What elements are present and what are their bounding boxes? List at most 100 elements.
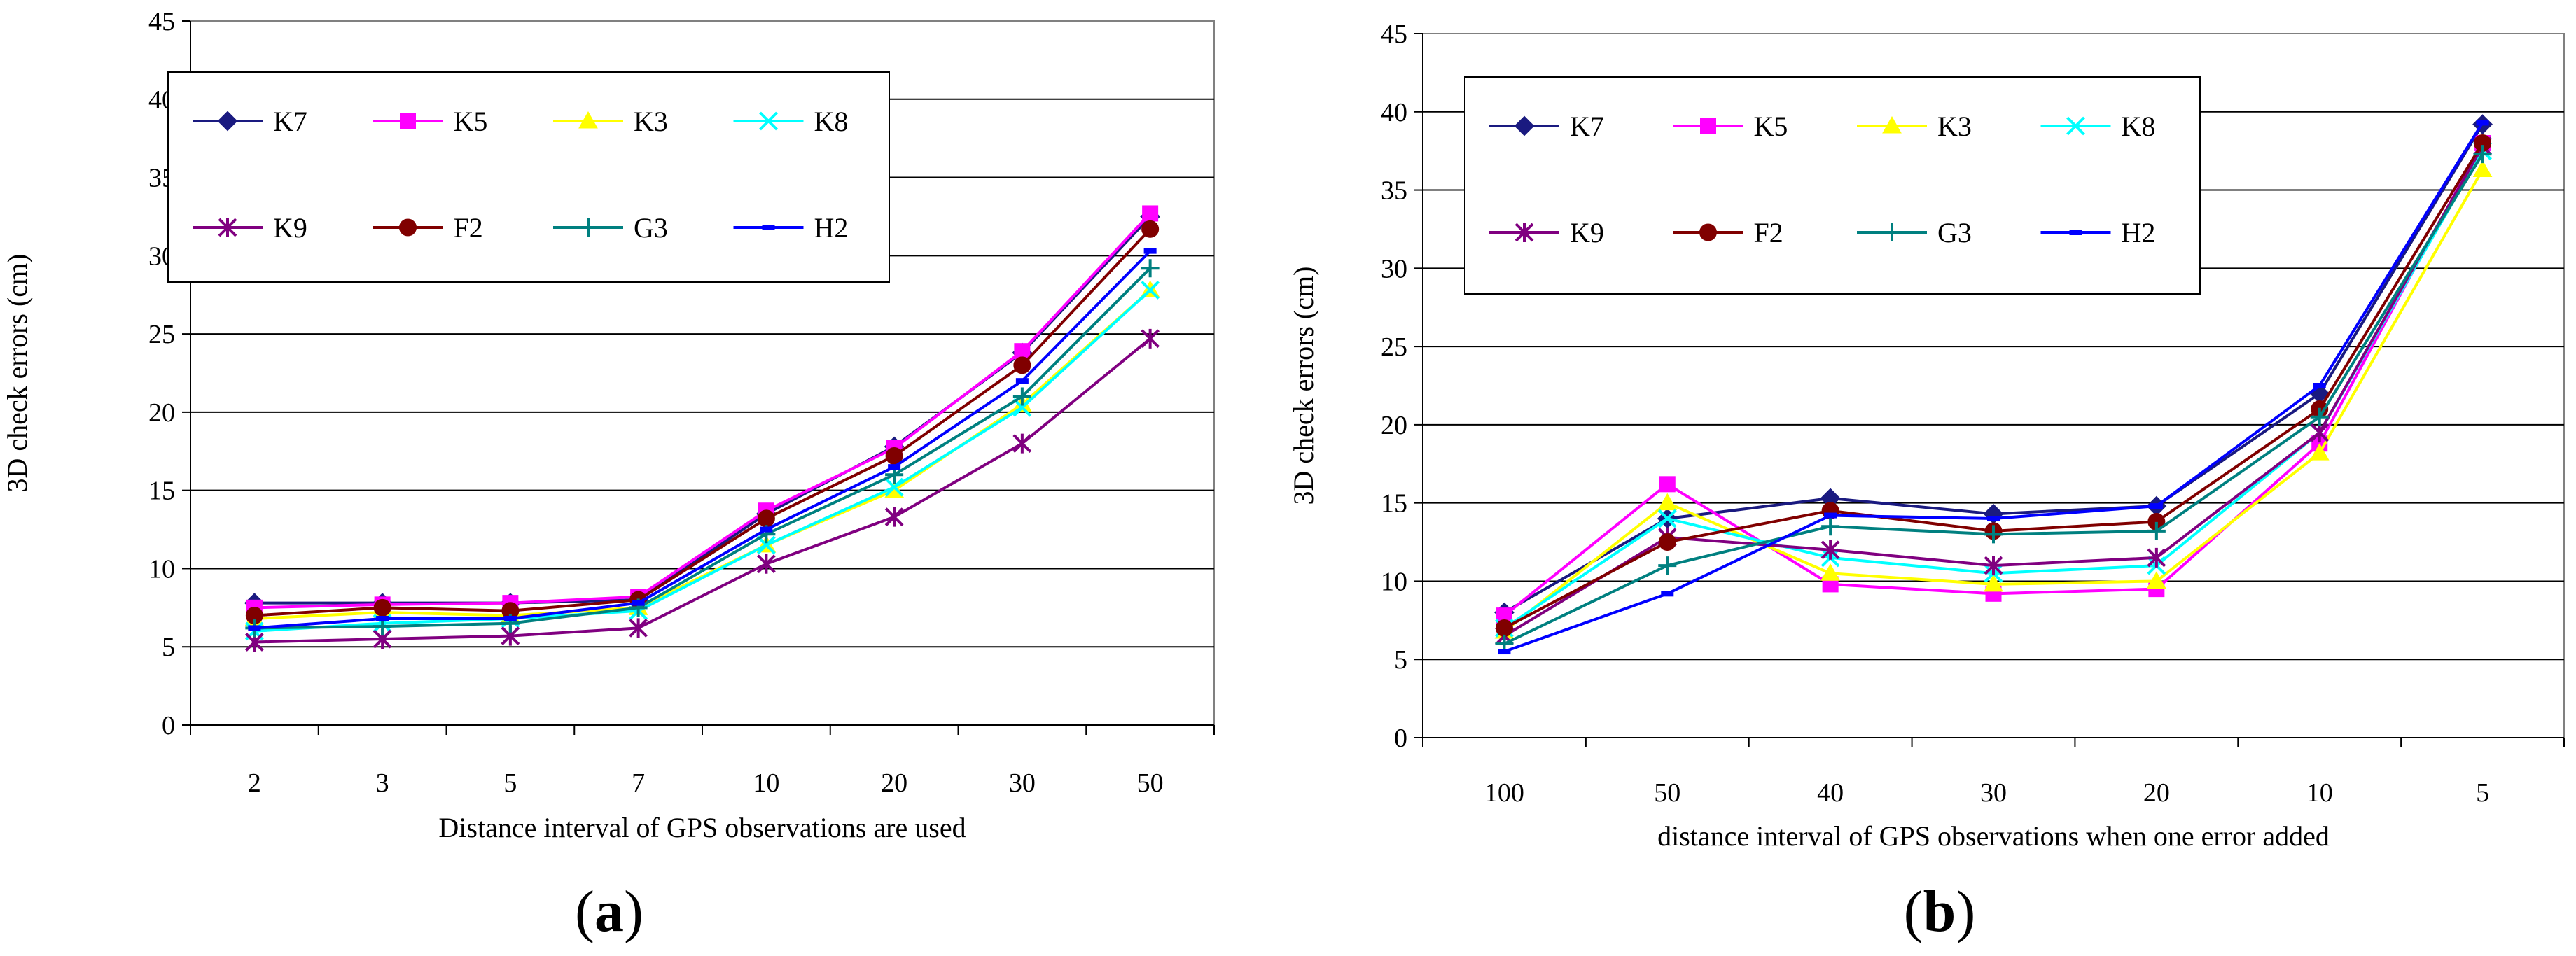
data-point-K9 <box>629 618 648 638</box>
legend-label: G3 <box>1937 217 1972 248</box>
data-point-H2 <box>1824 512 1837 519</box>
legend-swatch-marker <box>1700 118 1716 134</box>
legend-swatch-marker <box>218 218 237 237</box>
legend-entry-F2: F2 <box>373 212 483 244</box>
panel-label-open: ( <box>575 879 594 944</box>
y-tick-label: 0 <box>162 711 175 740</box>
data-point-K9 <box>756 554 776 574</box>
legend-swatch-marker <box>1883 223 1901 241</box>
data-point-F2 <box>757 509 775 528</box>
series-H2 <box>1498 120 2489 655</box>
data-point-G3 <box>2310 407 2329 426</box>
series-line-K5 <box>254 212 1152 610</box>
legend-entry-K5: K5 <box>1673 111 1788 142</box>
legend-entry-K7: K7 <box>1489 111 1604 142</box>
y-tick-label: 45 <box>1381 20 1407 49</box>
legend-label: K7 <box>1570 111 1604 142</box>
legend-entry-K7: K7 <box>193 106 307 137</box>
data-point-F2 <box>1658 533 1676 551</box>
legend-entry-K8: K8 <box>733 106 849 137</box>
series-line-K8 <box>254 289 1151 633</box>
legend-swatch-marker <box>2069 230 2082 235</box>
legend-entry-H2: H2 <box>2040 217 2156 248</box>
legend-entry-K3: K3 <box>553 106 668 137</box>
data-point-K3 <box>2472 160 2493 177</box>
data-point-K9 <box>2310 423 2330 443</box>
data-point-K3 <box>1657 493 1678 511</box>
legend-label: K3 <box>634 106 668 137</box>
data-point-F2 <box>1141 220 1160 238</box>
data-point-H2 <box>2313 383 2326 388</box>
y-tick-label: 40 <box>1381 98 1407 127</box>
legend: K7 K5 K3 K8 K9 F2 G3 H2 <box>1464 76 2201 295</box>
y-tick-label: 10 <box>1381 567 1407 596</box>
legend-swatch-marker <box>578 111 598 129</box>
series-F2 <box>245 220 1160 625</box>
legend-swatch-marker <box>399 218 417 237</box>
y-tick-label: 25 <box>1381 332 1407 362</box>
panel-label-letter: a <box>594 879 624 944</box>
data-point-K5 <box>1659 476 1676 493</box>
legend-swatch-marker <box>2066 116 2085 136</box>
data-point-K9 <box>1820 540 1840 560</box>
data-point-F2 <box>1495 619 1513 638</box>
legend-swatch-marker <box>1515 223 1534 242</box>
panel-label-open: ( <box>1904 879 1923 944</box>
x-tick-label: 20 <box>2143 778 2170 808</box>
x-tick-label: 2 <box>248 768 261 798</box>
legend-label: G3 <box>634 212 668 244</box>
legend-label: H2 <box>2122 217 2156 248</box>
legend-label: K8 <box>2122 111 2156 142</box>
legend-swatch-marker <box>759 111 778 131</box>
legend-label: K9 <box>1570 217 1604 248</box>
y-tick-label: 10 <box>148 554 175 584</box>
data-point-K8 <box>1141 281 1160 300</box>
panel-label-letter: b <box>1923 879 1956 944</box>
data-point-K8 <box>756 535 776 555</box>
data-point-K3 <box>2147 571 2166 589</box>
y-tick-label: 5 <box>1394 645 1407 675</box>
x-axis-label: Distance interval of GPS observations ar… <box>438 812 966 843</box>
legend-label: K9 <box>273 212 307 244</box>
series-line-K9 <box>254 337 1151 644</box>
data-point-G3 <box>1141 259 1160 278</box>
data-point-H2 <box>376 615 389 621</box>
x-tick-label: 50 <box>1137 768 1164 798</box>
legend-entry-G3: G3 <box>553 212 668 244</box>
data-point-K5 <box>1142 205 1159 222</box>
series-K9 <box>244 328 1160 652</box>
panel-label: (a) <box>575 879 643 944</box>
legend-label: K3 <box>1937 111 1972 142</box>
legend-entry-F2: F2 <box>1673 217 1783 248</box>
y-tick-label: 0 <box>1394 724 1407 753</box>
legend-label: F2 <box>454 212 483 244</box>
data-point-K9 <box>1012 433 1032 454</box>
data-point-H2 <box>2150 503 2163 509</box>
y-tick-label: 20 <box>148 398 175 428</box>
legend-label: K8 <box>814 106 849 137</box>
x-tick-label: 3 <box>376 768 389 798</box>
y-tick-label: 5 <box>162 633 175 662</box>
x-tick-label: 30 <box>1009 768 1036 798</box>
data-point-H2 <box>248 625 261 631</box>
panel-label: (b) <box>1904 879 1976 944</box>
data-point-K9 <box>1141 328 1160 349</box>
data-point-G3 <box>1658 556 1677 575</box>
x-tick-label: 30 <box>1980 778 2007 808</box>
legend-swatch-marker <box>1514 115 1535 136</box>
y-tick-label: 15 <box>148 477 175 506</box>
data-point-K3 <box>1820 563 1840 581</box>
legend-entry-K5: K5 <box>373 106 487 137</box>
legend-label: F2 <box>1754 217 1783 248</box>
chart-b: 0 5 10 15 20 25 30 35 40 45 100 50 40 30 20 10 5 distance… <box>1288 20 2565 944</box>
legend-swatch-marker <box>762 225 775 230</box>
data-point-H2 <box>888 464 901 470</box>
y-tick-label: 25 <box>148 320 175 349</box>
x-tick-label: 10 <box>753 768 779 798</box>
y-tick-label: 20 <box>1381 411 1407 440</box>
data-point-F2 <box>1013 356 1031 374</box>
series-H2 <box>248 248 1157 631</box>
legend-swatch-marker <box>1882 115 1902 134</box>
data-point-G3 <box>2473 145 2492 164</box>
